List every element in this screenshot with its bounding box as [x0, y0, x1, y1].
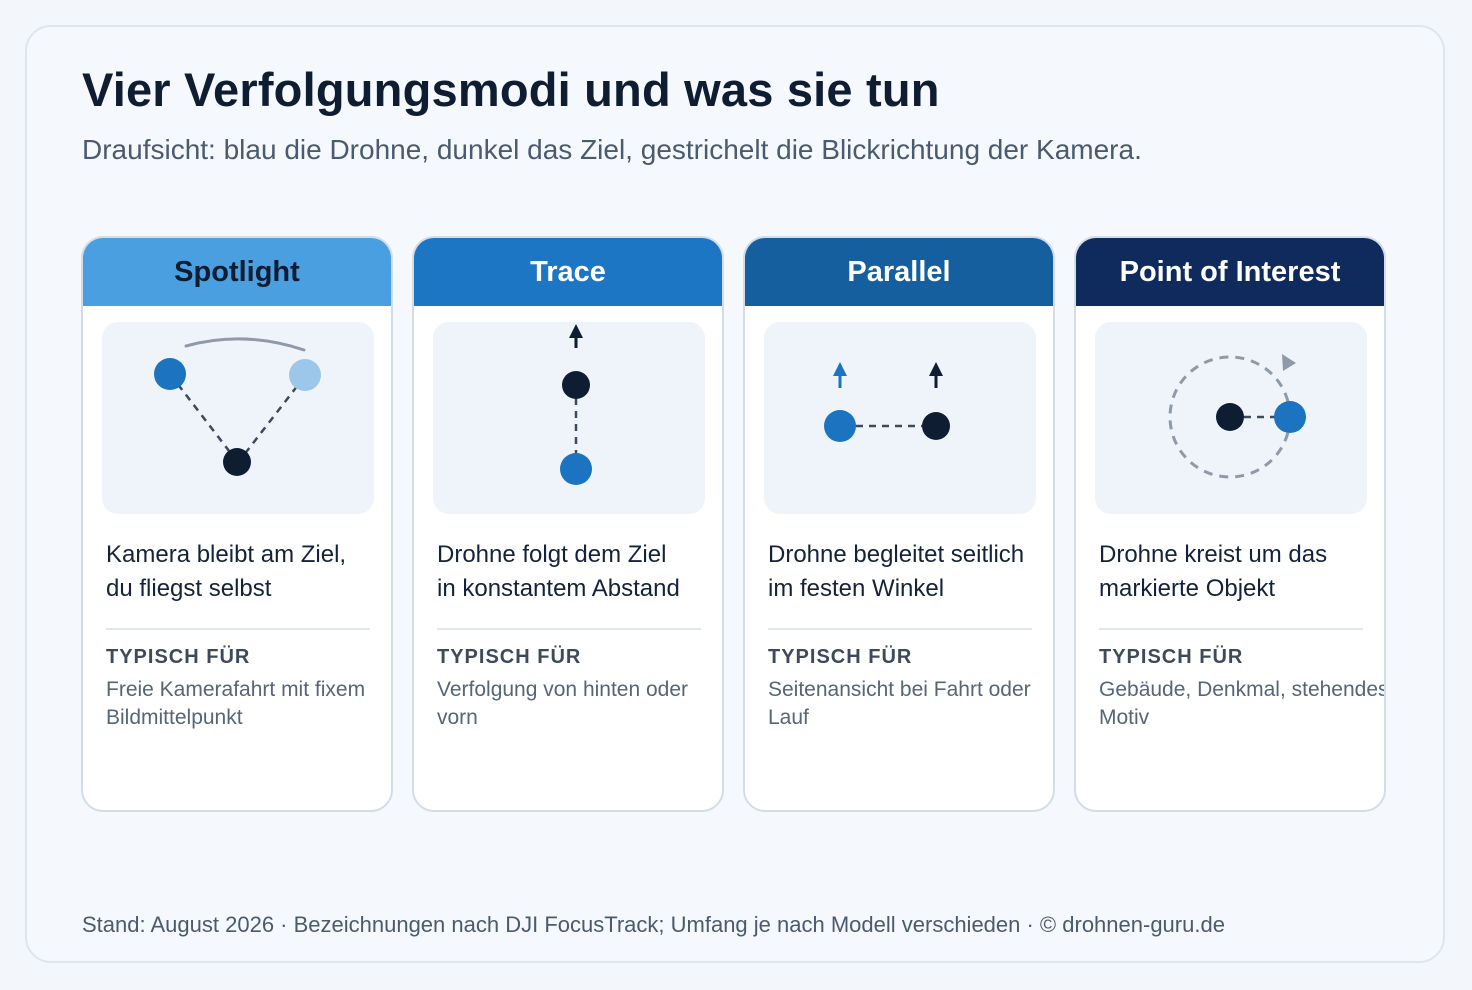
divider	[106, 628, 370, 630]
footer-note: Stand: August 2026 · Bezeichnungen nach …	[82, 912, 1225, 937]
card-description: Kamera bleibt am Ziel, du fliegst selbst	[106, 541, 347, 602]
drone-dot	[824, 410, 856, 442]
card-title: Point of Interest	[1119, 255, 1341, 288]
target-dot	[922, 412, 950, 440]
card-description: Drohne kreist um das markierte Objekt	[1099, 541, 1328, 602]
arrow-up-icon	[929, 362, 943, 376]
drone-dot	[560, 453, 592, 485]
typical-label: TYPISCH FÜR	[106, 646, 251, 668]
typical-text: Seitenansicht bei Fahrt oder Lauf	[768, 678, 1031, 729]
card-header: Parallel	[745, 238, 1053, 306]
arrow-up-icon	[569, 324, 583, 338]
camera-sightline	[239, 375, 306, 461]
divider	[437, 628, 701, 630]
drone-dot	[1274, 401, 1306, 433]
card-title: Trace	[530, 255, 606, 288]
mode-card-point-of-interest: Point of Interest Drohne kreist um das m…	[1074, 236, 1386, 812]
page-title: Vier Verfolgungsmodi und was sie tun	[82, 63, 940, 116]
mode-card-trace: Trace Drohne folgt dem Ziel in konstante…	[412, 236, 724, 812]
target-dot	[223, 448, 251, 476]
page-subtitle: Draufsicht: blau die Drohne, dunkel das …	[82, 134, 1142, 165]
typical-label: TYPISCH FÜR	[437, 646, 582, 668]
card-description: Drohne folgt dem Ziel in konstantem Abst…	[437, 541, 680, 602]
divider	[768, 628, 1032, 630]
camera-sightline	[169, 373, 237, 461]
divider	[1099, 628, 1363, 630]
drone-ghost-dot	[289, 359, 321, 391]
arrow-up-icon	[833, 362, 847, 376]
drone-dot	[154, 358, 186, 390]
target-dot	[562, 371, 590, 399]
typical-text: Gebäude, Denkmal, stehendes Motiv	[1099, 678, 1386, 729]
mode-card-parallel: Parallel Drohne begleitet seitlich im fe…	[743, 236, 1055, 812]
card-header: Point of Interest	[1076, 238, 1384, 306]
card-description: Drohne begleitet seitlich im festen Wink…	[768, 541, 1025, 602]
mode-card-spotlight: Spotlight Kamera bleibt am Ziel, du flie…	[81, 236, 393, 812]
target-dot	[1216, 403, 1244, 431]
illustration-parallel	[764, 322, 1036, 514]
card-title: Parallel	[847, 255, 951, 288]
illustration-spotlight	[102, 322, 374, 514]
typical-text: Freie Kamerafahrt mit fixem Bildmittelpu…	[106, 678, 366, 729]
illustration-point-of-interest	[1095, 322, 1367, 514]
card-title: Spotlight	[174, 255, 300, 288]
illustration-trace	[433, 322, 705, 514]
typical-label: TYPISCH FÜR	[1099, 646, 1244, 668]
card-header: Spotlight	[83, 238, 391, 306]
card-header: Trace	[414, 238, 722, 306]
typical-text: Verfolgung von hinten oder vorn	[437, 678, 689, 729]
typical-label: TYPISCH FÜR	[768, 646, 913, 668]
flight-arc	[184, 337, 306, 352]
orbit-direction-icon	[1282, 354, 1296, 371]
